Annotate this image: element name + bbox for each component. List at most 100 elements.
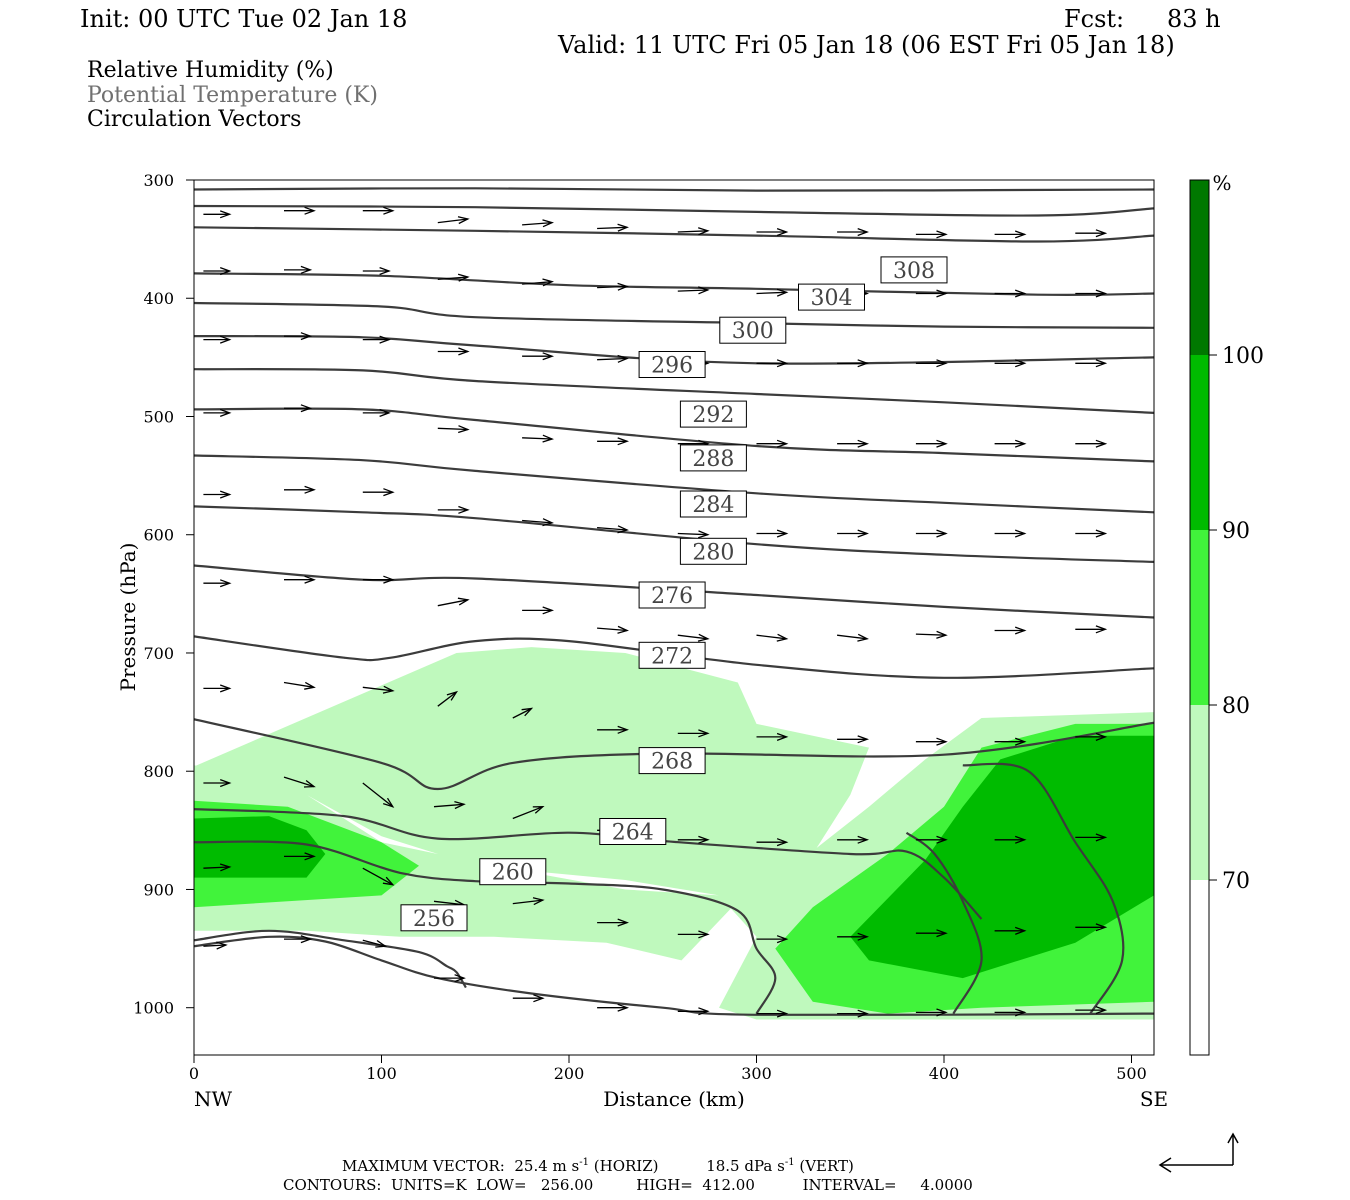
vector-head <box>776 288 789 297</box>
vector-head <box>457 216 470 225</box>
vector-head <box>617 282 630 291</box>
colorbar-label: 100 <box>1222 344 1264 369</box>
circulation-vector <box>1075 833 1108 842</box>
y-tick-label: 400 <box>143 289 174 308</box>
vector-shaft <box>437 691 457 707</box>
vector-shaft <box>677 634 708 640</box>
circulation-vector <box>994 289 1027 298</box>
vector-shaft <box>597 526 628 531</box>
circulation-vector <box>597 918 629 927</box>
circulation-vector <box>677 930 710 939</box>
circulation-vector <box>437 690 459 707</box>
vector-head <box>458 505 470 514</box>
vector-head <box>1095 229 1108 238</box>
theta-label-box <box>679 400 747 428</box>
circulation-vector <box>512 897 545 906</box>
circulation-vector <box>512 707 534 719</box>
vector-shaft <box>362 686 393 692</box>
circulation-vector <box>284 265 313 274</box>
circulation-vector <box>203 408 232 418</box>
vector-head <box>304 681 316 690</box>
theta-label-276: 276 <box>651 584 693 609</box>
vector-head <box>1014 230 1027 239</box>
vector-head <box>936 737 948 746</box>
circulation-vector <box>437 216 470 225</box>
circulation-vector <box>756 288 789 297</box>
theta-label-box <box>479 858 547 886</box>
circulation-vector <box>284 485 316 494</box>
legend-circulation-vectors: Circulation Vectors <box>87 107 302 132</box>
theta-contour <box>194 407 1154 463</box>
circulation-vector <box>522 219 554 228</box>
vector-head <box>383 206 395 215</box>
theta-label-box <box>679 490 747 518</box>
circulation-vector <box>994 230 1027 239</box>
vector-head <box>304 575 316 584</box>
theta-contour <box>194 840 777 1015</box>
circulation-vector <box>362 206 395 215</box>
theta-contour <box>194 204 1154 217</box>
vector-head <box>216 941 228 950</box>
theta-label-284: 284 <box>692 493 734 518</box>
theta-label-box <box>400 904 468 932</box>
theta-contour <box>194 454 1154 514</box>
vector-head <box>617 1003 630 1012</box>
circulation-vector <box>522 518 554 527</box>
circulation-vector <box>994 1008 1027 1017</box>
vector-head <box>936 1008 948 1017</box>
vector-shaft <box>362 939 386 947</box>
colorbar-segment <box>1190 530 1209 705</box>
vert-label: (VERT) <box>799 1157 854 1175</box>
circulation-vector <box>756 227 789 237</box>
circulation-vector <box>837 1009 870 1018</box>
theta-label-box <box>798 283 865 311</box>
vert-max-value: 18.5 dPa s <box>706 1157 785 1175</box>
vector-shaft <box>597 226 628 230</box>
vert-unit-exponent: -1 <box>784 1157 795 1168</box>
valid-time: Valid: 11 UTC Fri 05 Jan 18 (06 EST Fri … <box>558 31 1175 59</box>
vector-head <box>219 863 232 872</box>
circulation-vector <box>1075 359 1108 368</box>
vector-head <box>1095 289 1108 298</box>
vector-head <box>1014 835 1027 844</box>
theta-label-box <box>638 581 706 609</box>
circulation-vector <box>512 806 545 820</box>
vector-head <box>532 897 545 906</box>
vector-head <box>1014 926 1027 935</box>
vector-head <box>857 835 870 844</box>
circulation-vector <box>362 488 395 497</box>
circulation-vector <box>1075 625 1108 634</box>
vector-head <box>532 806 545 814</box>
circulation-vector <box>522 278 554 287</box>
circulation-vector <box>1075 529 1108 538</box>
vector-head <box>219 684 232 693</box>
vector-head <box>776 1009 789 1018</box>
vector-shaft <box>512 707 532 719</box>
circulation-vector <box>994 359 1027 368</box>
circulation-vector <box>677 633 710 642</box>
circulation-vector <box>756 529 789 538</box>
circulation-vector <box>915 1008 948 1017</box>
vector-head <box>857 439 870 448</box>
y-tick-label: 900 <box>143 880 174 899</box>
theta-contour <box>194 187 1154 192</box>
circulation-vector <box>203 266 232 276</box>
vector-head <box>300 265 313 274</box>
vector-head <box>936 289 948 298</box>
vector-shaft <box>512 899 543 905</box>
vector-shaft <box>437 599 468 607</box>
vector-shaft <box>437 218 468 224</box>
circulation-vector <box>437 273 470 282</box>
vector-head <box>446 690 459 701</box>
vector-head <box>542 434 555 443</box>
circulation-vector <box>284 575 316 584</box>
vector-head <box>1014 439 1027 448</box>
colorbar-label: 90 <box>1222 519 1250 544</box>
vector-head <box>617 354 630 363</box>
x-end-label-nw: NW <box>194 1087 233 1111</box>
vector-head <box>542 219 554 228</box>
vector-shaft <box>677 289 708 292</box>
vector-head <box>936 439 948 448</box>
colorbar-label: 70 <box>1222 869 1250 894</box>
circulation-vector <box>597 525 629 534</box>
